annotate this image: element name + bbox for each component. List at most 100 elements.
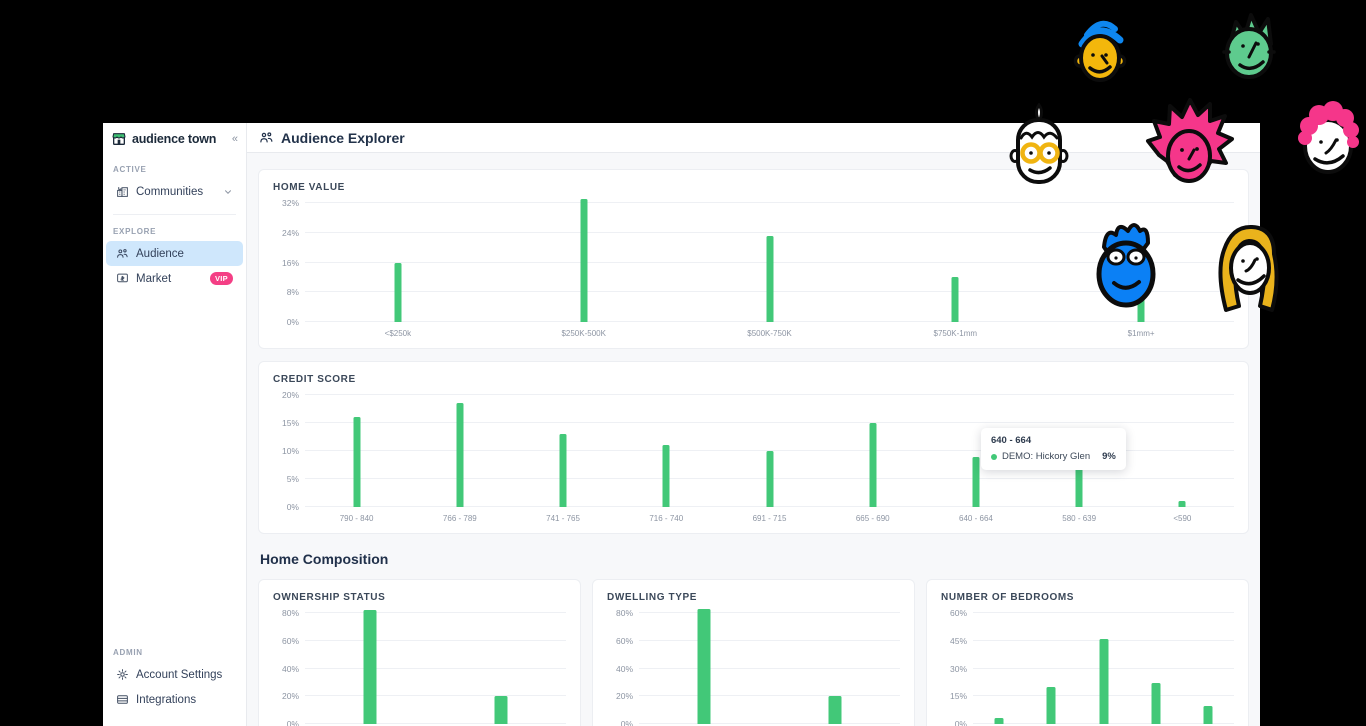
bar-credit_score[interactable] — [1075, 462, 1083, 507]
gridline — [305, 667, 566, 669]
bar-home_value[interactable] — [580, 199, 588, 322]
bar-bedrooms[interactable] — [1099, 638, 1108, 724]
bar-ownership_status[interactable] — [363, 610, 377, 724]
chart-title: OWNERSHIP STATUS — [273, 592, 386, 603]
chart-card-ownership-status: OWNERSHIP STATUS 0%20%40%60%80%Home Owne… — [258, 579, 581, 726]
vip-badge: VIP — [210, 272, 233, 285]
character-green-spiky-hair — [1220, 10, 1278, 80]
gridline — [639, 612, 900, 613]
gridline — [305, 612, 566, 613]
bar-dwelling_type[interactable] — [828, 696, 842, 724]
home-value-chart: 0% 8% 16% 24% 32% <$250k $250K-500K $500K-750K $… — [273, 198, 1234, 342]
section-title-home-composition: Home Composition — [260, 551, 389, 567]
y-axis-tick: 60% — [949, 608, 967, 618]
chart-card-number-of-bedrooms: NUMBER OF BEDROOMS 0%15%30%45%60%12345+ — [926, 579, 1249, 726]
bar-dwelling_type[interactable] — [697, 608, 711, 724]
sidebar-item-label: Audience — [136, 247, 184, 260]
bar-credit_score[interactable] — [662, 445, 670, 507]
x-axis-label: 716 - 740 — [649, 514, 684, 523]
bar-home_value[interactable] — [394, 262, 402, 322]
bar-bedrooms[interactable] — [1203, 705, 1213, 724]
x-axis-label: $250K-500K — [561, 329, 606, 338]
y-axis-tick: 40% — [281, 663, 299, 674]
sidebar-item-account-settings[interactable]: Account Settings — [106, 662, 243, 687]
sidebar-item-market[interactable]: Market VIP — [106, 266, 243, 291]
sidebar-item-integrations[interactable]: Integrations — [106, 687, 243, 712]
y-axis-tick: 0% — [286, 502, 299, 512]
y-axis-tick: 0% — [620, 719, 633, 726]
x-axis-label: 640 - 664 — [959, 514, 993, 523]
x-axis-label: <$250k — [384, 329, 412, 338]
y-axis-tick: 60% — [615, 635, 633, 646]
bar-credit_score[interactable] — [869, 423, 877, 507]
bar-ownership_status[interactable] — [494, 696, 508, 724]
sidebar-section-active: ACTIVE — [113, 165, 147, 174]
bar-credit_score[interactable] — [1178, 501, 1186, 507]
chart-title: HOME VALUE — [273, 182, 345, 193]
chart-card-dwelling-type: DWELLING TYPE 0%20%40%60%80%Single Famil… — [592, 579, 915, 726]
communities-icon — [116, 185, 129, 198]
bar-credit_score[interactable] — [353, 417, 361, 507]
sidebar-collapse-button[interactable]: « — [231, 133, 238, 145]
character-pink-curly-hair — [1295, 100, 1361, 175]
sidebar-item-communities[interactable]: Communities — [106, 179, 243, 204]
chart-card-credit-score: CREDIT SCORE 0% 5% 10% 15% 20% 790 - 840 766 -… — [258, 361, 1249, 534]
y-axis-tick: 32% — [281, 198, 299, 208]
audience-icon — [116, 247, 129, 260]
audience-explorer-icon — [259, 130, 274, 145]
bar-home_value[interactable] — [1137, 273, 1145, 322]
x-axis-label: 665 - 690 — [855, 514, 890, 523]
bar-home_value[interactable] — [766, 236, 773, 322]
y-axis-tick: 80% — [281, 608, 299, 618]
x-axis-label: <590 — [1173, 514, 1192, 523]
gridline — [305, 394, 1234, 395]
chart-title: CREDIT SCORE — [273, 374, 356, 385]
tooltip-series-label: DEMO: Hickory Glen — [1001, 451, 1091, 462]
bedrooms-chart: 0%15%30%45%60%12345+ — [941, 608, 1234, 726]
sidebar-item-audience[interactable]: Audience — [106, 241, 243, 266]
character-yellow-face-blue-hair — [1072, 14, 1128, 86]
sidebar-divider — [113, 214, 236, 215]
gridline — [305, 450, 1234, 451]
gridline — [639, 667, 900, 669]
chevron-down-icon — [223, 187, 233, 197]
page-header: Audience Explorer — [247, 123, 1260, 153]
x-axis-label: $1mm+ — [1127, 329, 1155, 338]
gridline — [305, 723, 566, 724]
gridline — [639, 695, 900, 697]
bar-credit_score[interactable] — [456, 403, 464, 507]
sidebar: audience town « ACTIVE Communities — [103, 123, 247, 726]
dashboard-content: HOME VALUE 0% 8% 16% 24% 32% <$250k $250K-500K… — [247, 153, 1260, 726]
gridline — [639, 723, 900, 724]
dwelling-type-chart: 0%20%40%60%80%Single FamilyMulti Family — [607, 608, 900, 726]
x-axis-label: 741 - 765 — [546, 514, 580, 523]
sidebar-item-label: Account Settings — [136, 668, 223, 681]
bar-bedrooms[interactable] — [994, 718, 1004, 724]
bar-credit_score[interactable] — [766, 451, 773, 507]
gridline — [639, 639, 900, 641]
y-axis-tick: 30% — [949, 663, 967, 674]
bar-credit_score[interactable] — [972, 456, 980, 507]
y-axis-tick: 5% — [286, 474, 299, 484]
x-axis-label: $500K-750K — [747, 329, 792, 338]
gridline — [305, 231, 1234, 233]
chart-tooltip: 640 - 664 DEMO: Hickory Glen 9% — [980, 428, 1126, 470]
y-axis-tick: 16% — [281, 257, 299, 268]
x-axis-label: 691 - 715 — [752, 514, 787, 523]
tooltip-title: 640 - 664 — [990, 435, 1032, 446]
bar-home_value[interactable] — [951, 277, 959, 322]
credit-score-chart: 0% 5% 10% 15% 20% 790 - 840 766 - 789 741 - 765… — [273, 390, 1234, 527]
series-dot-icon — [990, 453, 997, 460]
y-axis-tick: 0% — [286, 719, 299, 726]
bar-credit_score[interactable] — [559, 434, 567, 507]
y-axis-tick: 80% — [615, 608, 633, 618]
y-axis-tick: 15% — [281, 418, 299, 428]
main-area: Audience Explorer HOME VALUE 0% 8% 16% 24% 3… — [247, 123, 1260, 726]
gridline — [305, 695, 566, 697]
y-axis-tick: 20% — [615, 691, 633, 702]
bar-bedrooms[interactable] — [1046, 687, 1056, 724]
app-name: audience town — [132, 132, 217, 146]
chart-card-home-value: HOME VALUE 0% 8% 16% 24% 32% <$250k $250K-500K… — [258, 169, 1249, 349]
bar-bedrooms[interactable] — [1151, 683, 1161, 724]
chart-title: NUMBER OF BEDROOMS — [941, 592, 1075, 603]
